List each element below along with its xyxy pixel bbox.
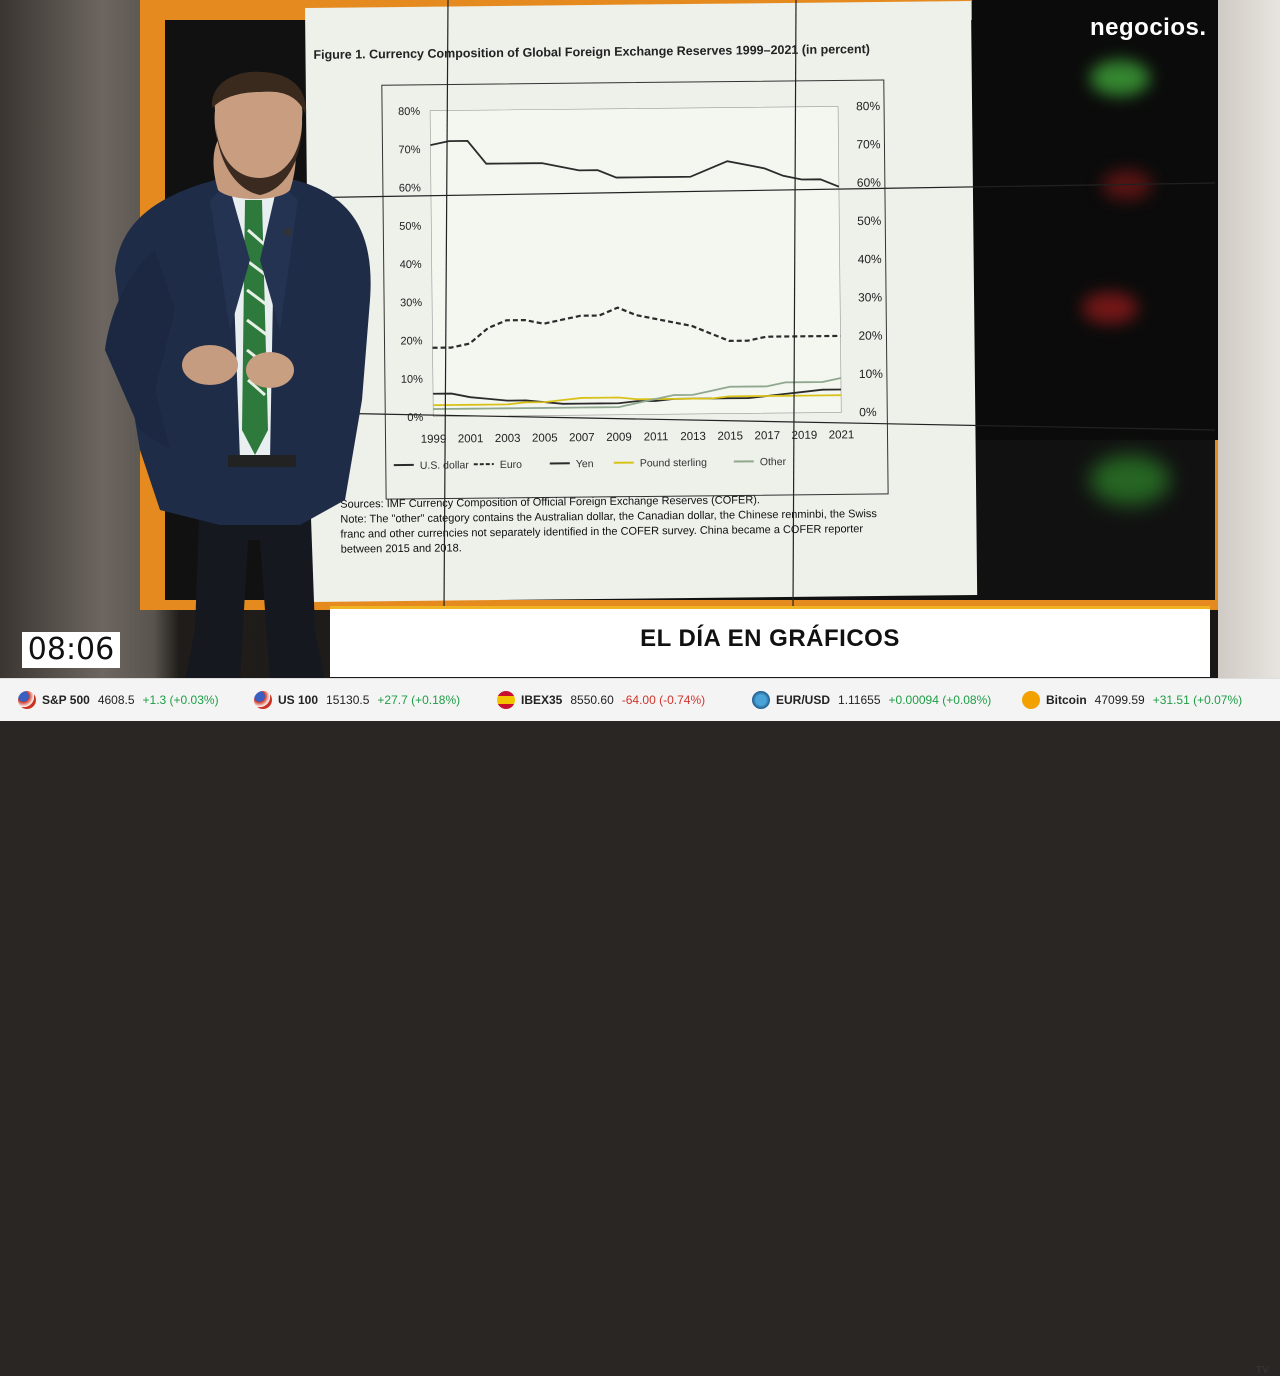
us-flag-icon (254, 691, 272, 709)
ticker-item-eurusd[interactable]: EUR/USD 1.11655 +0.00094 (+0.08%) (752, 686, 991, 714)
ticker-name: US 100 (278, 693, 318, 707)
ticker-item-bitcoin[interactable]: Bitcoin 47099.59 +31.51 (+0.07%) (1022, 686, 1242, 714)
ticker-value: 15130.5 (326, 693, 369, 707)
ticker-change: +0.00094 (+0.08%) (889, 693, 992, 707)
ticker-name: IBEX35 (521, 693, 562, 707)
ticker-change: +27.7 (+0.18%) (377, 693, 460, 707)
spain-flag-icon (497, 691, 515, 709)
ticker-change: +31.51 (+0.07%) (1153, 693, 1242, 707)
presenter (100, 70, 390, 680)
market-ticker: S&P 500 4608.5 +1.3 (+0.03%) US 100 1513… (0, 678, 1280, 721)
lower-third-banner: EL DÍA EN GRÁFICOS (330, 606, 1210, 677)
clock: 08:06 (22, 632, 120, 668)
ticker-value: 8550.60 (570, 693, 613, 707)
globe-icon (752, 691, 770, 709)
bitcoin-icon (1022, 691, 1040, 709)
ticker-value: 4608.5 (98, 693, 135, 707)
ticker-value: 47099.59 (1095, 693, 1145, 707)
tv-mark: TV (1256, 1365, 1269, 1376)
ticker-item-sp500[interactable]: S&P 500 4608.5 +1.3 (+0.03%) (18, 686, 219, 714)
ticker-value: 1.11655 (838, 693, 881, 707)
us-flag-icon (18, 691, 36, 709)
ticker-item-ibex35[interactable]: IBEX35 8550.60 -64.00 (-0.74%) (497, 686, 705, 714)
ticker-name: EUR/USD (776, 693, 830, 707)
banner-title: EL DÍA EN GRÁFICOS (640, 625, 900, 653)
ticker-name: S&P 500 (42, 693, 90, 707)
ticker-name: Bitcoin (1046, 693, 1087, 707)
ticker-change: -64.00 (-0.74%) (622, 693, 705, 707)
ticker-change: +1.3 (+0.03%) (143, 693, 219, 707)
ticker-item-us100[interactable]: US 100 15130.5 +27.7 (+0.18%) (254, 686, 460, 714)
